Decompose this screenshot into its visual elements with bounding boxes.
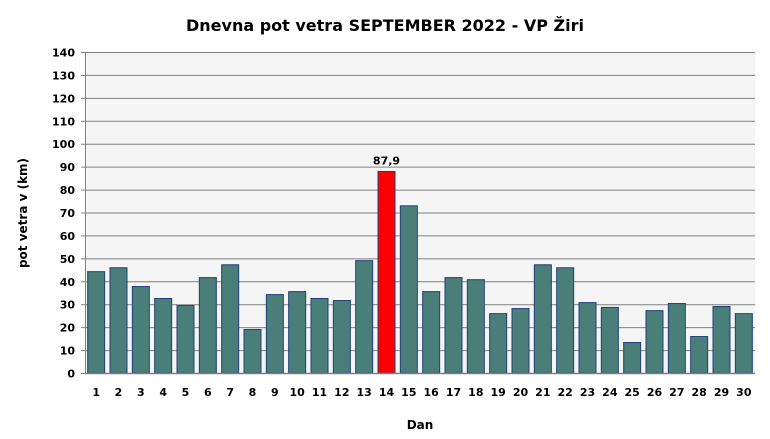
bar: [623, 342, 642, 374]
x-tick-label: 4: [159, 386, 167, 399]
bar: [109, 267, 128, 374]
x-tick-label: 1: [92, 386, 100, 399]
x-tick-label: 16: [424, 386, 440, 399]
bar: [243, 328, 262, 374]
y-tick-label: 120: [52, 92, 75, 105]
x-tick-label: 27: [669, 386, 684, 399]
bar: [690, 336, 709, 374]
y-tick-label: 20: [60, 322, 76, 335]
bar: [332, 300, 351, 374]
x-tick-label: 3: [137, 386, 145, 399]
y-tick-label: 80: [60, 184, 76, 197]
y-axis-label: pot vetra v (km): [16, 158, 30, 268]
x-tick-label: 18: [468, 386, 483, 399]
y-tick-label: 90: [60, 161, 76, 174]
bar: [578, 302, 597, 374]
x-tick-label: 10: [290, 386, 306, 399]
x-tick-label: 24: [602, 386, 618, 399]
y-tick-label: 140: [52, 47, 75, 60]
x-tick-label: 19: [491, 386, 506, 399]
bar: [489, 313, 508, 374]
bar: [600, 306, 619, 374]
x-tick-label: 2: [115, 386, 123, 399]
bar: [399, 205, 418, 374]
bar: [466, 279, 485, 374]
x-tick-label: 13: [357, 386, 372, 399]
x-tick-label: 8: [249, 386, 257, 399]
x-tick-label: 29: [714, 386, 729, 399]
y-tick-label: 60: [60, 230, 76, 243]
x-tick-label: 25: [625, 386, 640, 399]
x-tick-label: 30: [736, 386, 752, 399]
bar: [198, 277, 217, 374]
x-tick-label: 20: [513, 386, 529, 399]
x-tick-label: 12: [334, 386, 349, 399]
bar: [265, 294, 284, 374]
bar: [734, 313, 753, 374]
x-tick-label: 15: [401, 386, 416, 399]
y-tick-label: 100: [52, 138, 75, 151]
x-tick-label: 7: [226, 386, 234, 399]
x-tick-label: 22: [558, 386, 573, 399]
x-tick-label: 5: [182, 386, 190, 399]
bar: [556, 267, 575, 374]
bar: [131, 286, 150, 374]
bar: [511, 308, 530, 374]
bar: [87, 271, 106, 374]
x-tick-label: 17: [446, 386, 461, 399]
bar: [221, 264, 240, 374]
bar: [667, 303, 686, 374]
x-tick-label: 26: [647, 386, 663, 399]
x-tick-label: 6: [204, 386, 212, 399]
y-tick-label: 40: [60, 276, 76, 289]
x-tick-label: 28: [692, 386, 707, 399]
chart-title: Dnevna pot vetra SEPTEMBER 2022 - VP Žir…: [186, 16, 584, 35]
y-tick-label: 110: [52, 115, 75, 128]
x-tick-label: 14: [379, 386, 395, 399]
y-tick-label: 70: [60, 207, 76, 220]
bar: [154, 297, 173, 374]
bar: [288, 291, 307, 374]
x-axis-label: Dan: [407, 418, 434, 432]
y-tick-label: 0: [67, 368, 75, 381]
bar: [176, 305, 195, 374]
x-tick-label: 11: [312, 386, 327, 399]
y-tick-label: 30: [60, 299, 76, 312]
bar: [310, 297, 329, 374]
bar: [355, 260, 374, 374]
data-label: 87,9: [373, 154, 400, 167]
y-tick-label: 130: [52, 69, 75, 82]
bar: [444, 277, 463, 374]
bar: [645, 310, 664, 374]
x-tick-label: 23: [580, 386, 595, 399]
x-tick-label: 9: [271, 386, 279, 399]
y-tick-label: 50: [60, 253, 76, 266]
bar: [422, 291, 441, 374]
bar: [533, 264, 552, 374]
bar: [712, 306, 731, 374]
bar: [377, 170, 396, 374]
y-tick-label: 10: [60, 345, 76, 358]
x-tick-label: 21: [535, 386, 550, 399]
